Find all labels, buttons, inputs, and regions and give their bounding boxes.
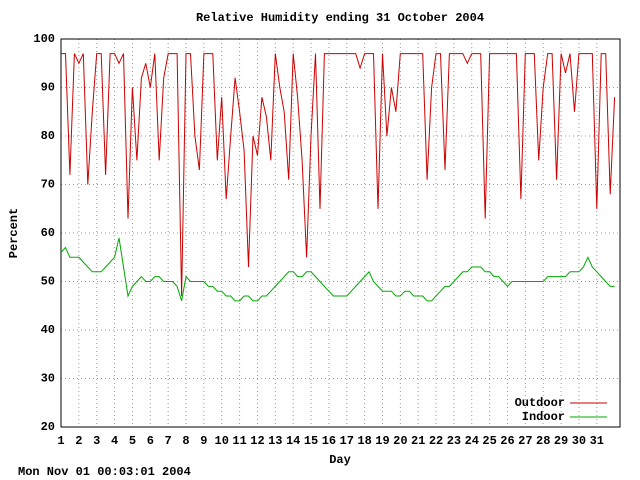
y-tick-label: 60: [41, 226, 55, 240]
x-tick-label: 8: [182, 434, 189, 448]
x-tick-label: 31: [590, 434, 604, 448]
x-tick-label: 29: [554, 434, 568, 448]
legend-label: Outdoor: [515, 396, 565, 410]
x-tick-label: 5: [129, 434, 136, 448]
series-line: [61, 53, 616, 297]
x-tick-label: 2: [75, 434, 82, 448]
x-tick-label: 19: [375, 434, 389, 448]
x-tick-label: 9: [200, 434, 207, 448]
series-line: [60, 237, 615, 302]
y-tick-label: 40: [41, 323, 55, 337]
x-tick-label: 15: [304, 434, 318, 448]
x-tick-label: 16: [322, 434, 336, 448]
x-tick-label: 17: [340, 434, 354, 448]
y-tick-label: 80: [41, 129, 55, 143]
x-tick-label: 7: [165, 434, 172, 448]
x-tick-label: 26: [500, 434, 514, 448]
x-tick-label: 14: [286, 434, 300, 448]
x-tick-label: 24: [465, 434, 479, 448]
x-tick-label: 3: [93, 434, 100, 448]
x-tick-label: 13: [268, 434, 282, 448]
legend-label: Indoor: [522, 410, 565, 424]
x-tick-label: 1: [57, 434, 64, 448]
y-axis-label: Percent: [7, 208, 21, 258]
y-tick-label: 70: [41, 178, 55, 192]
footer: Mon Nov 01 00:03:01 2004: [18, 465, 191, 479]
x-tick-label: 12: [250, 434, 264, 448]
y-tick-label: 20: [41, 420, 55, 434]
x-tick-label: 10: [215, 434, 229, 448]
x-tick-label: 6: [147, 434, 154, 448]
x-axis-label: Day: [329, 453, 351, 467]
y-tick-label: 50: [41, 275, 55, 289]
plot-frame: [60, 38, 621, 428]
x-tick-label: 11: [232, 434, 246, 448]
x-tick-label: 4: [111, 434, 118, 448]
x-tick-label: 30: [572, 434, 586, 448]
x-tick-label: 20: [393, 434, 407, 448]
x-tick-label: 18: [357, 434, 371, 448]
x-tick-label: 22: [429, 434, 443, 448]
x-tick-label: 27: [518, 434, 532, 448]
y-tick-label: 100: [33, 32, 55, 46]
x-tick-label: 25: [482, 434, 496, 448]
y-tick-label: 90: [41, 81, 55, 95]
x-tick-label: 23: [447, 434, 461, 448]
chart-title: Relative Humidity ending 31 October 2004: [196, 11, 484, 25]
y-tick-label: 30: [41, 372, 55, 386]
x-tick-label: 28: [536, 434, 550, 448]
x-tick-label: 21: [411, 434, 425, 448]
